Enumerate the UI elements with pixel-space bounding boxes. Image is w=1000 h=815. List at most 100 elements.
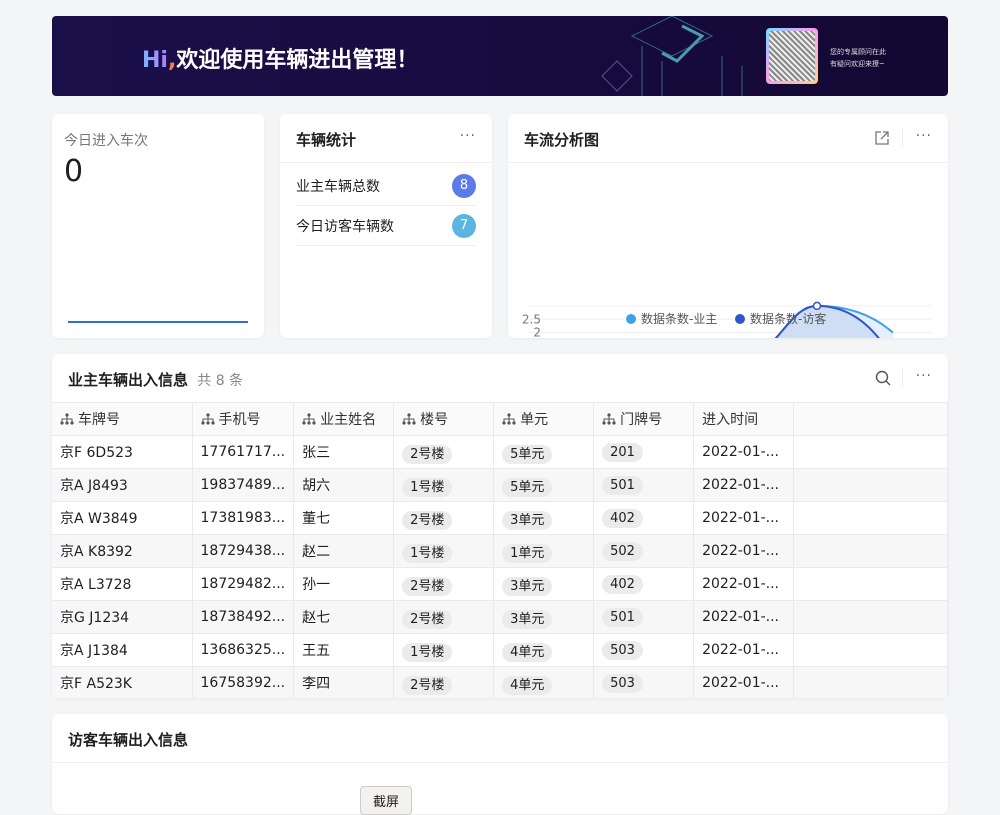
field-icon — [502, 413, 516, 425]
more-icon[interactable]: ··· — [915, 368, 932, 384]
table-row[interactable]: 京G J1234 18738492... 赵七 2号楼 3单元 501 2022-01-..… — [52, 600, 948, 634]
cell: 京G J1234 — [52, 600, 193, 634]
visitor-table-title: 访客车辆出入信息 — [68, 731, 189, 749]
column-header[interactable]: 业主姓名 — [293, 402, 395, 436]
stat-visitor-today[interactable]: 今日访客车辆数 7 — [296, 206, 476, 246]
legend-label[interactable]: 数据条数-业主 — [641, 311, 717, 326]
cell: 2号楼 — [393, 600, 495, 634]
cell: 402 — [593, 567, 695, 601]
cell: 5单元 — [493, 468, 595, 502]
stat-label: 今日访客车辆数 — [296, 218, 394, 235]
column-header[interactable]: 楼号 — [393, 402, 495, 436]
cell: 赵二 — [293, 534, 395, 568]
cell: 2号楼 — [393, 501, 495, 535]
column-header[interactable]: 进入时间 — [693, 402, 795, 436]
search-icon[interactable] — [875, 370, 891, 386]
legend-label[interactable]: 数据条数-访客 — [750, 311, 826, 326]
stat-label: 业主车辆总数 — [296, 178, 380, 195]
table-row[interactable]: 京F 6D523 17761717... 张三 2号楼 5单元 201 2022-01-..… — [52, 435, 948, 469]
cell: 13686325... — [192, 633, 295, 667]
field-icon — [402, 413, 416, 425]
legend-marker — [626, 314, 636, 324]
cell: 1号楼 — [393, 534, 495, 568]
cell: 5单元 — [493, 435, 595, 469]
cell: 4单元 — [493, 633, 595, 667]
table-row[interactable]: 京A J8493 19837489... 胡六 1号楼 5单元 501 2022-01-..… — [52, 468, 948, 502]
cell: 19837489... — [192, 468, 295, 502]
cell: 18729482... — [192, 567, 295, 601]
cell: 502 — [593, 534, 695, 568]
cell: 王五 — [293, 633, 395, 667]
stat-owner-total[interactable]: 业主车辆总数 8 — [296, 166, 476, 206]
cell: 李四 — [293, 666, 395, 698]
cell: 2号楼 — [393, 435, 495, 469]
column-header[interactable]: 门牌号 — [593, 402, 695, 436]
cell: 2022-01-... — [693, 435, 795, 469]
cell: 2号楼 — [393, 567, 495, 601]
cell: 胡六 — [293, 468, 395, 502]
count-badge: 7 — [452, 213, 476, 238]
today-entries-card: 今日进入车次 0 — [52, 114, 264, 338]
column-header[interactable]: 车牌号 — [52, 402, 193, 436]
cell: 2022-01-... — [693, 633, 795, 667]
cell: 2022-01-... — [693, 534, 795, 568]
cell: 17761717... — [192, 435, 295, 469]
table-row[interactable]: 京A K8392 18729438... 赵二 1号楼 1单元 502 2022-01-..… — [52, 534, 948, 568]
data-point — [812, 301, 822, 311]
cell: 京A J1384 — [52, 633, 193, 667]
welcome-banner: Hi,欢迎使用车辆进出管理！ 您的专属顾问在此 有疑问欢迎来撩~ — [52, 16, 948, 96]
table-row[interactable]: 京A W3849 17381983... 董七 2号楼 3单元 402 2022-01-..… — [52, 501, 948, 535]
cell: 张三 — [293, 435, 395, 469]
record-count: 共 8 条 — [197, 373, 244, 389]
cell: 赵七 — [293, 600, 395, 634]
cell: 17381983... — [192, 501, 295, 535]
today-entries-value: 0 — [64, 154, 84, 189]
more-icon[interactable]: ··· — [915, 128, 932, 144]
cell: 2号楼 — [393, 666, 495, 698]
cell: 201 — [593, 435, 695, 469]
cell: 京A L3728 — [52, 567, 193, 601]
qr-code[interactable] — [766, 28, 818, 84]
column-header[interactable]: 单元 — [493, 402, 595, 436]
cell: 501 — [593, 468, 695, 502]
cell: 1号楼 — [393, 633, 495, 667]
cell: 18729438... — [192, 534, 295, 568]
expand-icon[interactable] — [875, 131, 889, 145]
cell: 京F A523K — [52, 666, 193, 698]
cell: 董七 — [293, 501, 395, 535]
chart-title: 车流分析图 — [524, 131, 600, 149]
vehicle-stats-title: 车辆统计 — [296, 131, 357, 149]
traffic-chart-card: 车流分析图 ··· 0.511.522.52022年01月20日 11点2022… — [508, 114, 948, 338]
qr-caption: 您的专属顾问在此 有疑问欢迎来撩~ — [830, 48, 886, 68]
series-area — [776, 305, 879, 338]
column-header[interactable]: 手机号 — [192, 402, 295, 436]
cell: 2022-01-... — [693, 600, 795, 634]
more-icon[interactable]: ··· — [459, 128, 476, 144]
cell: 京F 6D523 — [52, 435, 193, 469]
y-tick-label: 2 — [533, 326, 541, 338]
cell: 3单元 — [493, 501, 595, 535]
welcome-text: Hi,欢迎使用车辆进出管理！ — [142, 48, 419, 73]
field-icon — [302, 413, 316, 425]
cell: 503 — [593, 666, 695, 698]
cell: 3单元 — [493, 600, 595, 634]
cell: 1号楼 — [393, 468, 495, 502]
cell: 京A K8392 — [52, 534, 193, 568]
cell: 18738492... — [192, 600, 295, 634]
owner-table-card: 业主车辆出入信息 共 8 条 ··· 车牌号 手机号 业主姓名 楼号 单元 门牌号 进入时间… — [52, 354, 948, 698]
visitor-table-card: 访客车辆出入信息 截屏 — [52, 714, 948, 815]
trend-line — [68, 321, 248, 323]
field-icon — [60, 413, 74, 425]
vehicle-stats-card: 车辆统计 ··· 业主车辆总数 8 今日访客车辆数 7 — [280, 114, 492, 338]
traffic-chart: 0.511.522.52022年01月20日 11点2022年01月20日 16… — [522, 301, 932, 338]
owner-table-title: 业主车辆出入信息 共 8 条 — [68, 371, 244, 389]
table-row[interactable]: 京F A523K 16758392... 李四 2号楼 4单元 503 2022-01-..… — [52, 666, 948, 698]
cell: 2022-01-... — [693, 501, 795, 535]
cell: 2022-01-... — [693, 666, 795, 698]
screenshot-button[interactable]: 截屏 — [360, 786, 413, 815]
field-icon — [602, 413, 616, 425]
cell: 16758392... — [192, 666, 295, 698]
table-row[interactable]: 京A J1384 13686325... 王五 1号楼 4单元 503 2022-01-..… — [52, 633, 948, 667]
y-tick-label: 2.5 — [522, 312, 541, 326]
table-row[interactable]: 京A L3728 18729482... 孙一 2号楼 3单元 402 2022-01-..… — [52, 567, 948, 601]
